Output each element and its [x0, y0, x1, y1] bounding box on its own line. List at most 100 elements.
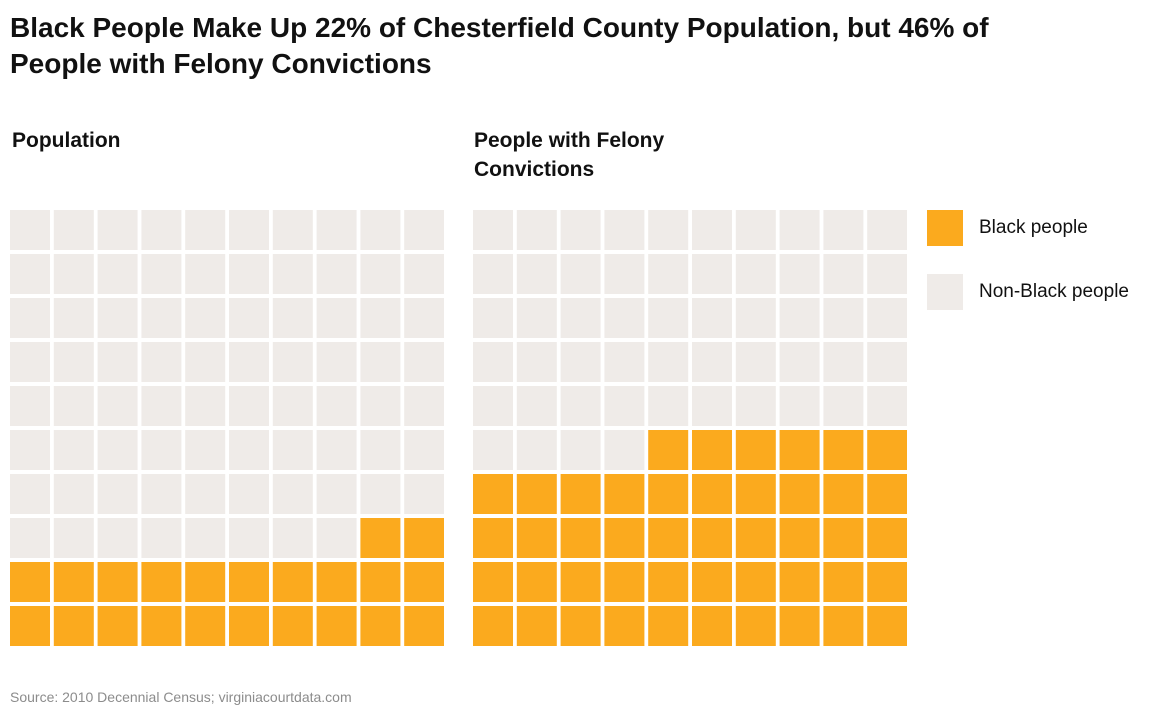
- waffle-square-black-felony: [648, 562, 689, 602]
- waffle-square-non-black-felony: [604, 430, 645, 470]
- waffle-square-non-black-population: [316, 518, 357, 558]
- waffle-square-non-black-population: [97, 474, 138, 514]
- waffle-square-non-black-population: [10, 386, 50, 426]
- panel-title-population: Population: [12, 129, 121, 152]
- legend-label-black-people: Black people: [979, 217, 1088, 238]
- waffle-square-non-black-population: [97, 430, 138, 470]
- waffle-square-non-black-population: [185, 210, 226, 250]
- waffle-square-non-black-felony: [604, 298, 645, 338]
- waffle-square-non-black-felony: [867, 254, 907, 294]
- waffle-square-non-black-felony: [735, 342, 776, 382]
- source-note: Source: 2010 Decennial Census; virginiac…: [10, 689, 352, 705]
- waffle-square-non-black-population: [316, 254, 357, 294]
- waffle-square-non-black-felony: [692, 210, 732, 250]
- panel-title-felony-convictions: People with Felony Convictions: [474, 129, 665, 181]
- waffle-square-black-population: [404, 562, 444, 602]
- waffle-square-non-black-felony: [823, 210, 864, 250]
- waffle-square-black-population: [97, 606, 138, 646]
- waffle-square-non-black-population: [316, 210, 357, 250]
- waffle-square-black-felony: [823, 606, 864, 646]
- waffle-square-black-felony: [735, 562, 776, 602]
- waffle-square-non-black-felony: [604, 342, 645, 382]
- waffle-square-non-black-felony: [648, 386, 689, 426]
- waffle-square-black-felony: [867, 430, 907, 470]
- waffle-square-non-black-population: [229, 518, 269, 558]
- waffle-square-black-felony: [692, 518, 732, 558]
- waffle-square-non-black-felony: [779, 342, 820, 382]
- waffle-square-non-black-felony: [560, 254, 601, 294]
- waffle-square-non-black-population: [316, 386, 357, 426]
- waffle-square-black-felony: [692, 474, 732, 514]
- waffle-square-non-black-population: [404, 474, 444, 514]
- waffle-square-black-felony: [648, 430, 689, 470]
- waffle-square-black-felony: [473, 518, 513, 558]
- waffle-square-black-felony: [604, 562, 645, 602]
- waffle-square-non-black-felony: [604, 386, 645, 426]
- waffle-square-non-black-population: [97, 342, 138, 382]
- waffle-square-non-black-felony: [735, 254, 776, 294]
- waffle-square-black-felony: [867, 518, 907, 558]
- waffle-square-black-population: [316, 562, 357, 602]
- waffle-square-black-felony: [473, 474, 513, 514]
- waffle-square-non-black-felony: [516, 430, 557, 470]
- legend-label-non-black-people: Non-Black people: [979, 281, 1129, 302]
- waffle-square-non-black-felony: [692, 298, 732, 338]
- waffle-square-non-black-population: [360, 386, 401, 426]
- waffle-square-non-black-population: [185, 518, 226, 558]
- waffle-square-non-black-felony: [604, 210, 645, 250]
- waffle-square-non-black-felony: [735, 298, 776, 338]
- waffle-square-non-black-population: [97, 518, 138, 558]
- waffle-square-non-black-felony: [560, 210, 601, 250]
- waffle-square-non-black-population: [404, 386, 444, 426]
- waffle-square-non-black-population: [53, 210, 94, 250]
- waffle-square-non-black-population: [141, 474, 182, 514]
- waffle-square-black-felony: [823, 474, 864, 514]
- waffle-square-black-population: [53, 606, 94, 646]
- waffle-square-non-black-felony: [648, 210, 689, 250]
- waffle-square-non-black-population: [97, 386, 138, 426]
- waffle-square-non-black-felony: [823, 254, 864, 294]
- waffle-square-non-black-felony: [604, 254, 645, 294]
- waffle-square-non-black-felony: [648, 254, 689, 294]
- waffle-square-non-black-population: [10, 430, 50, 470]
- waffle-square-non-black-felony: [867, 210, 907, 250]
- waffle-square-black-felony: [560, 518, 601, 558]
- waffle-square-non-black-felony: [516, 254, 557, 294]
- waffle-square-non-black-felony: [560, 386, 601, 426]
- waffle-square-non-black-population: [229, 430, 269, 470]
- waffle-square-non-black-population: [404, 342, 444, 382]
- legend-item-black-people: Black people: [927, 210, 1157, 246]
- waffle-square-non-black-felony: [823, 298, 864, 338]
- waffle-square-black-felony: [473, 562, 513, 602]
- waffle-square-non-black-population: [141, 210, 182, 250]
- waffle-population: [10, 210, 444, 647]
- waffle-square-black-population: [360, 606, 401, 646]
- waffle-square-non-black-felony: [473, 254, 513, 294]
- waffle-square-non-black-felony: [473, 386, 513, 426]
- waffle-square-non-black-population: [10, 518, 50, 558]
- waffle-square-black-population: [141, 606, 182, 646]
- waffle-square-black-felony: [648, 606, 689, 646]
- legend: Black people Non-Black people: [927, 210, 1157, 338]
- waffle-square-black-felony: [560, 606, 601, 646]
- waffle-square-non-black-felony: [779, 298, 820, 338]
- waffle-square-non-black-felony: [779, 386, 820, 426]
- waffle-square-black-population: [10, 562, 50, 602]
- waffle-square-black-population: [360, 562, 401, 602]
- waffle-square-non-black-population: [53, 518, 94, 558]
- waffle-square-non-black-population: [360, 430, 401, 470]
- waffle-square-black-felony: [516, 606, 557, 646]
- waffle-square-black-population: [185, 562, 226, 602]
- waffle-square-black-felony: [735, 518, 776, 558]
- waffle-square-non-black-population: [185, 430, 226, 470]
- waffle-square-non-black-population: [10, 342, 50, 382]
- waffle-square-black-felony: [692, 562, 732, 602]
- waffle-square-non-black-felony: [560, 430, 601, 470]
- waffle-square-non-black-felony: [473, 298, 513, 338]
- waffle-square-black-felony: [648, 474, 689, 514]
- waffle-square-black-population: [229, 606, 269, 646]
- waffle-square-non-black-felony: [867, 298, 907, 338]
- waffle-square-non-black-felony: [516, 210, 557, 250]
- waffle-square-black-felony: [735, 474, 776, 514]
- waffle-square-non-black-population: [97, 298, 138, 338]
